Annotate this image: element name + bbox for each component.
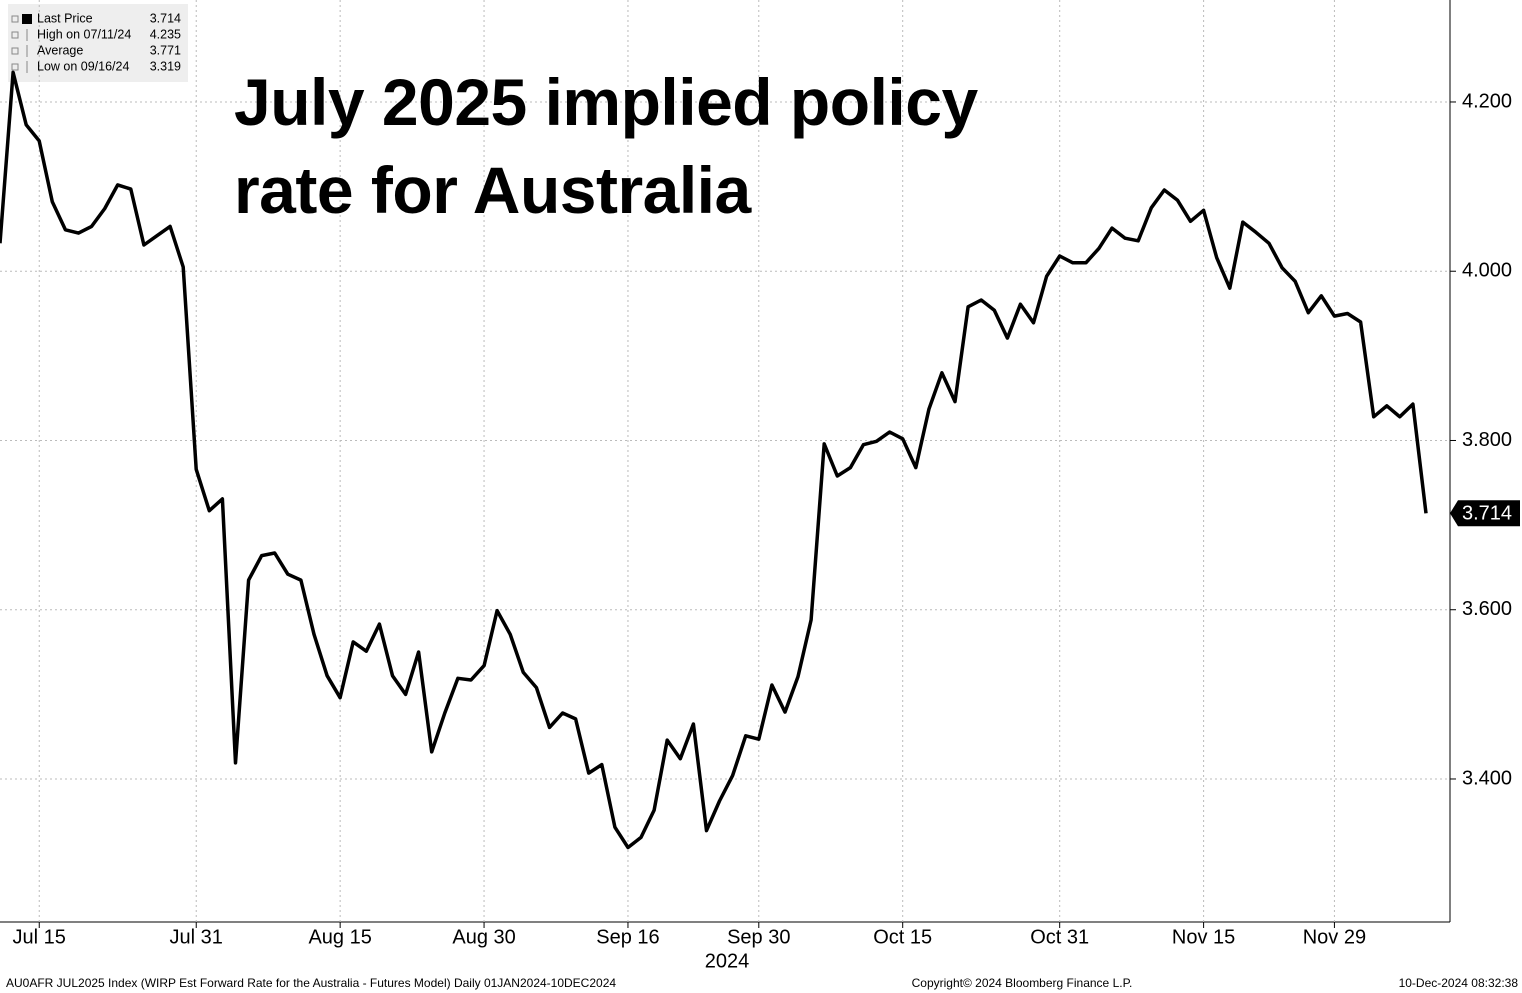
x-tick-label: Sep 16 [596,926,659,948]
y-tick-label: 3.400 [1462,767,1512,789]
legend-value: 3.771 [150,43,181,57]
x-tick-label: Aug 30 [452,926,515,948]
legend-value: 3.714 [150,11,181,25]
legend-marker [11,15,19,23]
y-tick-label: 3.600 [1462,598,1512,620]
footer-copyright: Copyright© 2024 Bloomberg Finance L.P. [912,976,1133,990]
x-tick-label: Jul 15 [13,926,66,948]
x-tick-label: Oct 15 [873,926,932,948]
legend-label: Average [37,43,83,57]
last-price-tag [1450,500,1520,527]
x-tick-label: Sep 30 [727,926,790,948]
legend-marker [11,63,19,71]
price-line [0,70,1428,850]
legend-label: Last Price [37,11,93,25]
chart-title: July 2025 implied policy rate for Austra… [234,65,978,227]
x-tick-label: Nov 15 [1172,926,1235,948]
legend-value: 3.319 [150,59,181,73]
x-tick-label: Aug 15 [308,926,371,948]
x-tick-label: Nov 29 [1303,926,1366,948]
y-tick-label: 4.200 [1462,90,1512,112]
legend-label: Low on 09/16/24 [37,59,129,73]
footer-source: AU0AFR JUL2025 Index (WIRP Est Forward R… [6,976,616,990]
x-tick-label: Oct 31 [1030,926,1089,948]
y-tick-label: 4.000 [1462,260,1512,282]
legend-marker [11,47,19,55]
legend-box [8,4,188,82]
legend-marker [11,31,19,39]
legend-label: High on 07/11/24 [37,27,131,41]
footer-timestamp: 10-Dec-2024 08:32:38 [1399,976,1519,990]
x-tick-label: Jul 31 [170,926,223,948]
legend-value: 4.235 [150,27,181,41]
y-tick-label: 3.800 [1462,429,1512,451]
last-price-tag-label: 3.714 [1462,503,1512,525]
legend-swatch [22,14,32,24]
x-axis-year: 2024 [705,950,750,972]
